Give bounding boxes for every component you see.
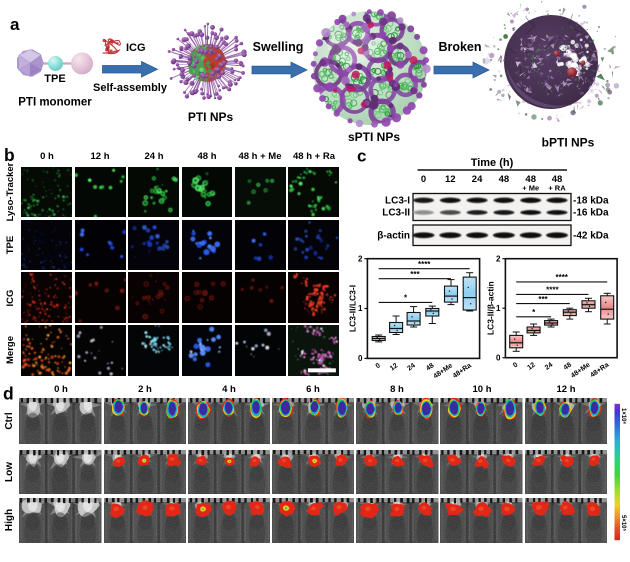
svg-text:a: a <box>10 15 20 34</box>
svg-text:0: 0 <box>496 353 501 362</box>
svg-text:2: 2 <box>496 254 501 263</box>
svg-text:c: c <box>357 147 366 166</box>
svg-text:12: 12 <box>445 174 456 185</box>
svg-text:+ RA: + RA <box>548 184 566 193</box>
svg-text:12: 12 <box>389 362 399 372</box>
svg-text:0: 0 <box>375 362 382 370</box>
svg-text:48+Ra: 48+Ra <box>452 362 473 380</box>
svg-text:5×10⁵: 5×10⁵ <box>620 515 626 532</box>
svg-text:48: 48 <box>499 174 510 185</box>
svg-text:24: 24 <box>472 174 483 185</box>
svg-text:sPTI NPs: sPTI NPs <box>348 130 400 144</box>
svg-text:****: **** <box>418 260 431 269</box>
svg-text:ICG: ICG <box>126 42 146 54</box>
svg-text:Broken: Broken <box>438 40 481 54</box>
svg-text:PTI monomer: PTI monomer <box>18 97 92 109</box>
svg-text:0: 0 <box>358 354 363 363</box>
svg-text:β-actin: β-actin <box>377 231 410 242</box>
svg-text:12: 12 <box>526 362 536 372</box>
svg-text:LC3-II/β-actin: LC3-II/β-actin <box>485 281 495 335</box>
svg-text:*: * <box>532 308 536 317</box>
svg-text:LC3-II: LC3-II <box>382 208 410 219</box>
svg-text:*: * <box>404 294 408 303</box>
svg-text:d: d <box>3 383 14 403</box>
svg-text:48+Me: 48+Me <box>570 362 592 380</box>
svg-text:1: 1 <box>496 304 501 313</box>
svg-text:Swelling: Swelling <box>253 40 304 54</box>
svg-text:***: *** <box>538 295 548 304</box>
svg-text:****: **** <box>546 286 559 295</box>
svg-text:48: 48 <box>425 362 435 372</box>
svg-text:b: b <box>4 145 15 165</box>
svg-text:48: 48 <box>525 174 536 185</box>
svg-text:48: 48 <box>563 362 573 372</box>
svg-text:48+Ra: 48+Ra <box>589 362 610 380</box>
svg-text:48+Me: 48+Me <box>432 362 454 380</box>
svg-text:2: 2 <box>358 254 363 263</box>
svg-text:TPE: TPE <box>44 73 65 85</box>
svg-text:PTI NPs: PTI NPs <box>188 110 234 124</box>
svg-text:+ Me: + Me <box>522 184 539 193</box>
svg-text:0: 0 <box>512 362 519 370</box>
svg-text:-18 kDa: -18 kDa <box>573 196 609 207</box>
svg-text:LC3-II/LC3-I: LC3-II/LC3-I <box>347 285 357 332</box>
svg-text:-42 kDa: -42 kDa <box>573 231 609 242</box>
svg-text:****: **** <box>555 273 568 282</box>
svg-text:***: *** <box>410 270 420 279</box>
svg-text:1×10⁶: 1×10⁶ <box>620 408 626 425</box>
svg-text:Time (h): Time (h) <box>471 157 514 169</box>
svg-text:1: 1 <box>358 304 363 313</box>
svg-text:48: 48 <box>552 174 563 185</box>
svg-text:LC3-I: LC3-I <box>385 196 410 207</box>
svg-text:0: 0 <box>421 174 426 185</box>
svg-text:Self-assembly: Self-assembly <box>93 82 168 94</box>
svg-text:bPTI NPs: bPTI NPs <box>542 136 595 150</box>
svg-text:24: 24 <box>544 362 554 372</box>
svg-text:24: 24 <box>406 362 416 372</box>
svg-text:-16 kDa: -16 kDa <box>573 208 609 219</box>
